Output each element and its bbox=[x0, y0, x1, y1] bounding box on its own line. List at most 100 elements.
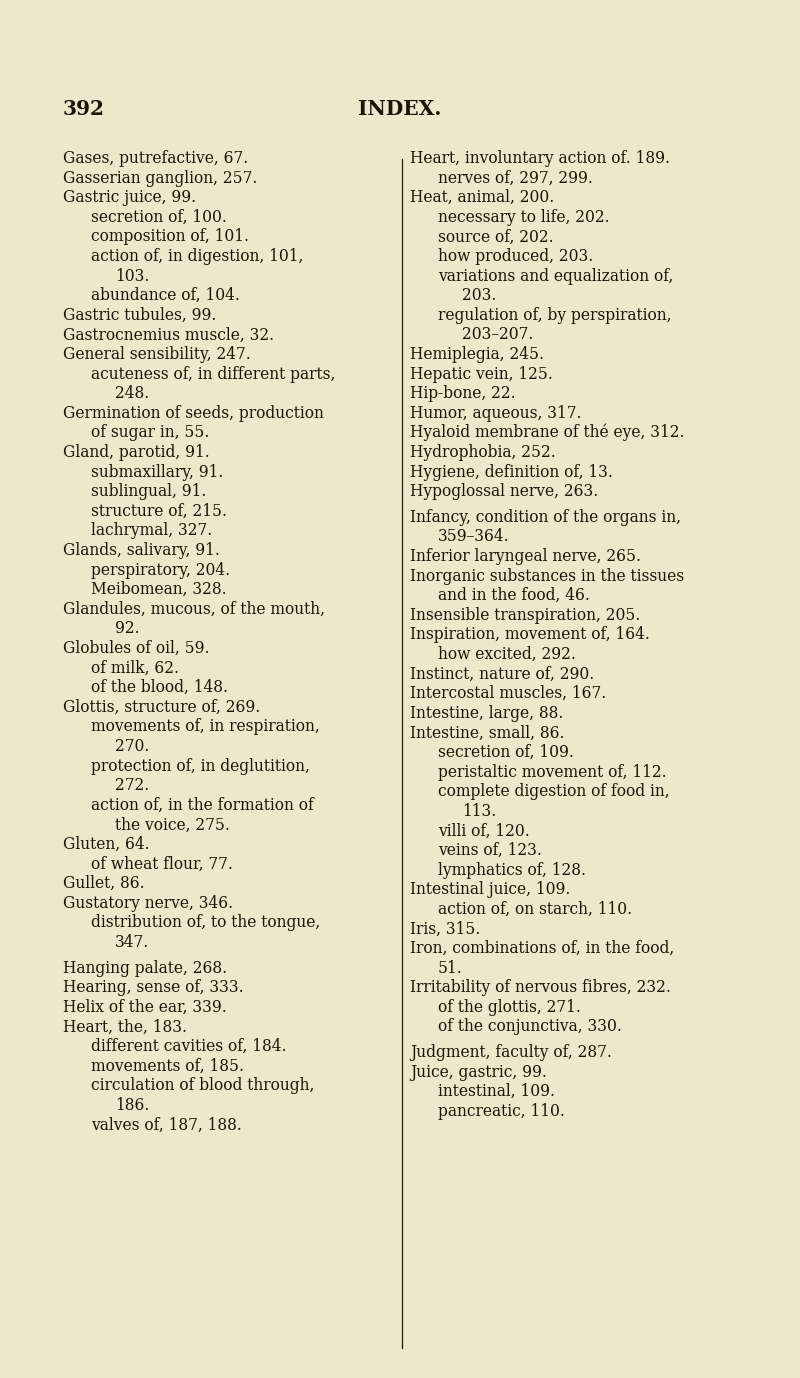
Text: Gland, parotid, 91.: Gland, parotid, 91. bbox=[63, 444, 210, 462]
Text: Hygiene, definition of, 13.: Hygiene, definition of, 13. bbox=[410, 463, 613, 481]
Text: Hanging palate, 268.: Hanging palate, 268. bbox=[63, 959, 227, 977]
Text: 92.: 92. bbox=[115, 620, 140, 638]
Text: Gastric tubules, 99.: Gastric tubules, 99. bbox=[63, 307, 216, 324]
Text: how produced, 203.: how produced, 203. bbox=[438, 248, 594, 265]
Text: action of, on starch, 110.: action of, on starch, 110. bbox=[438, 901, 632, 918]
Text: 347.: 347. bbox=[115, 934, 150, 951]
Text: 103.: 103. bbox=[115, 267, 150, 285]
Text: Intestine, large, 88.: Intestine, large, 88. bbox=[410, 704, 563, 722]
Text: action of, in digestion, 101,: action of, in digestion, 101, bbox=[91, 248, 303, 265]
Text: Juice, gastric, 99.: Juice, gastric, 99. bbox=[410, 1064, 547, 1080]
Text: regulation of, by perspiration,: regulation of, by perspiration, bbox=[438, 307, 671, 324]
Text: Irritability of nervous fibres, 232.: Irritability of nervous fibres, 232. bbox=[410, 980, 671, 996]
Text: structure of, 215.: structure of, 215. bbox=[91, 503, 227, 520]
Text: Iris, 315.: Iris, 315. bbox=[410, 921, 480, 937]
Text: perspiratory, 204.: perspiratory, 204. bbox=[91, 562, 230, 579]
Text: pancreatic, 110.: pancreatic, 110. bbox=[438, 1102, 565, 1120]
Text: Judgment, faculty of, 287.: Judgment, faculty of, 287. bbox=[410, 1045, 612, 1061]
Text: necessary to life, 202.: necessary to life, 202. bbox=[438, 209, 610, 226]
Text: movements of, 185.: movements of, 185. bbox=[91, 1057, 244, 1075]
Text: Heart, involuntary action of. 189.: Heart, involuntary action of. 189. bbox=[410, 150, 670, 167]
Text: of milk, 62.: of milk, 62. bbox=[91, 660, 179, 677]
Text: Insensible transpiration, 205.: Insensible transpiration, 205. bbox=[410, 606, 640, 624]
Text: INDEX.: INDEX. bbox=[358, 99, 442, 119]
Text: of wheat flour, 77.: of wheat flour, 77. bbox=[91, 856, 233, 872]
Text: Gluten, 64.: Gluten, 64. bbox=[63, 836, 150, 853]
Text: and in the food, 46.: and in the food, 46. bbox=[438, 587, 590, 604]
Text: submaxillary, 91.: submaxillary, 91. bbox=[91, 463, 223, 481]
Text: Instinct, nature of, 290.: Instinct, nature of, 290. bbox=[410, 666, 594, 682]
Text: secretion of, 109.: secretion of, 109. bbox=[438, 744, 574, 761]
Text: sublingual, 91.: sublingual, 91. bbox=[91, 484, 206, 500]
Text: acuteness of, in different parts,: acuteness of, in different parts, bbox=[91, 365, 335, 383]
Text: lachrymal, 327.: lachrymal, 327. bbox=[91, 522, 212, 539]
Text: 359–364.: 359–364. bbox=[438, 528, 510, 546]
Text: Hepatic vein, 125.: Hepatic vein, 125. bbox=[410, 365, 553, 383]
Text: Gullet, 86.: Gullet, 86. bbox=[63, 875, 145, 892]
Text: Infancy, condition of the organs in,: Infancy, condition of the organs in, bbox=[410, 508, 681, 526]
Text: 113.: 113. bbox=[462, 803, 496, 820]
Text: Heart, the, 183.: Heart, the, 183. bbox=[63, 1018, 187, 1035]
Text: Hearing, sense of, 333.: Hearing, sense of, 333. bbox=[63, 980, 244, 996]
Text: composition of, 101.: composition of, 101. bbox=[91, 229, 249, 245]
Text: Intestinal juice, 109.: Intestinal juice, 109. bbox=[410, 881, 570, 898]
Text: Gustatory nerve, 346.: Gustatory nerve, 346. bbox=[63, 894, 233, 912]
Text: Intestine, small, 86.: Intestine, small, 86. bbox=[410, 725, 565, 741]
Text: Inferior laryngeal nerve, 265.: Inferior laryngeal nerve, 265. bbox=[410, 548, 641, 565]
Text: distribution of, to the tongue,: distribution of, to the tongue, bbox=[91, 915, 320, 932]
Text: Heat, animal, 200.: Heat, animal, 200. bbox=[410, 189, 554, 207]
Text: Humor, aqueous, 317.: Humor, aqueous, 317. bbox=[410, 405, 582, 422]
Text: Germination of seeds, production: Germination of seeds, production bbox=[63, 405, 324, 422]
Text: source of, 202.: source of, 202. bbox=[438, 229, 554, 245]
Text: the voice, 275.: the voice, 275. bbox=[115, 816, 230, 834]
Text: Globules of oil, 59.: Globules of oil, 59. bbox=[63, 639, 210, 657]
Text: different cavities of, 184.: different cavities of, 184. bbox=[91, 1038, 286, 1056]
Text: how excited, 292.: how excited, 292. bbox=[438, 646, 576, 663]
Text: of the blood, 148.: of the blood, 148. bbox=[91, 679, 228, 696]
Text: Hypoglossal nerve, 263.: Hypoglossal nerve, 263. bbox=[410, 484, 598, 500]
Text: lymphatics of, 128.: lymphatics of, 128. bbox=[438, 861, 586, 879]
Text: of the glottis, 271.: of the glottis, 271. bbox=[438, 999, 581, 1016]
Text: of sugar in, 55.: of sugar in, 55. bbox=[91, 424, 210, 441]
Text: Hemiplegia, 245.: Hemiplegia, 245. bbox=[410, 346, 544, 362]
Text: action of, in the formation of: action of, in the formation of bbox=[91, 796, 314, 814]
Text: Gastrocnemius muscle, 32.: Gastrocnemius muscle, 32. bbox=[63, 327, 274, 343]
Text: of the conjunctiva, 330.: of the conjunctiva, 330. bbox=[438, 1018, 622, 1035]
Text: abundance of, 104.: abundance of, 104. bbox=[91, 287, 240, 305]
Text: Glandules, mucous, of the mouth,: Glandules, mucous, of the mouth, bbox=[63, 601, 325, 617]
Text: peristaltic movement of, 112.: peristaltic movement of, 112. bbox=[438, 763, 666, 780]
Text: variations and equalization of,: variations and equalization of, bbox=[438, 267, 674, 285]
Text: 186.: 186. bbox=[115, 1097, 150, 1113]
Text: Hydrophobia, 252.: Hydrophobia, 252. bbox=[410, 444, 556, 462]
Text: 203.: 203. bbox=[462, 287, 496, 305]
Text: 203–207.: 203–207. bbox=[462, 327, 534, 343]
Text: 392: 392 bbox=[63, 99, 105, 119]
Text: Meibomean, 328.: Meibomean, 328. bbox=[91, 582, 226, 598]
Text: circulation of blood through,: circulation of blood through, bbox=[91, 1078, 314, 1094]
Text: Glottis, structure of, 269.: Glottis, structure of, 269. bbox=[63, 699, 260, 715]
Text: movements of, in respiration,: movements of, in respiration, bbox=[91, 718, 320, 736]
Text: Hyaloid membrane of thé eye, 312.: Hyaloid membrane of thé eye, 312. bbox=[410, 424, 685, 441]
Text: nerves of, 297, 299.: nerves of, 297, 299. bbox=[438, 169, 593, 186]
Text: 51.: 51. bbox=[438, 959, 462, 977]
Text: Glands, salivary, 91.: Glands, salivary, 91. bbox=[63, 542, 220, 559]
Text: 270.: 270. bbox=[115, 739, 150, 755]
Text: Intercostal muscles, 167.: Intercostal muscles, 167. bbox=[410, 685, 606, 703]
Text: complete digestion of food in,: complete digestion of food in, bbox=[438, 783, 670, 801]
Text: valves of, 187, 188.: valves of, 187, 188. bbox=[91, 1116, 242, 1133]
Text: Inspiration, movement of, 164.: Inspiration, movement of, 164. bbox=[410, 627, 650, 644]
Text: Gastric juice, 99.: Gastric juice, 99. bbox=[63, 189, 196, 207]
Text: villi of, 120.: villi of, 120. bbox=[438, 823, 530, 839]
Text: 248.: 248. bbox=[115, 386, 150, 402]
Text: veins of, 123.: veins of, 123. bbox=[438, 842, 542, 858]
Text: Hip-bone, 22.: Hip-bone, 22. bbox=[410, 386, 516, 402]
Text: Gases, putrefactive, 67.: Gases, putrefactive, 67. bbox=[63, 150, 248, 167]
Text: Helix of the ear, 339.: Helix of the ear, 339. bbox=[63, 999, 226, 1016]
Text: secretion of, 100.: secretion of, 100. bbox=[91, 209, 227, 226]
Text: protection of, in deglutition,: protection of, in deglutition, bbox=[91, 758, 310, 774]
Text: 272.: 272. bbox=[115, 777, 150, 794]
Text: Gasserian ganglion, 257.: Gasserian ganglion, 257. bbox=[63, 169, 258, 186]
Text: General sensibility, 247.: General sensibility, 247. bbox=[63, 346, 250, 362]
Text: Iron, combinations of, in the food,: Iron, combinations of, in the food, bbox=[410, 940, 674, 956]
Text: Inorganic substances in the tissues: Inorganic substances in the tissues bbox=[410, 568, 684, 584]
